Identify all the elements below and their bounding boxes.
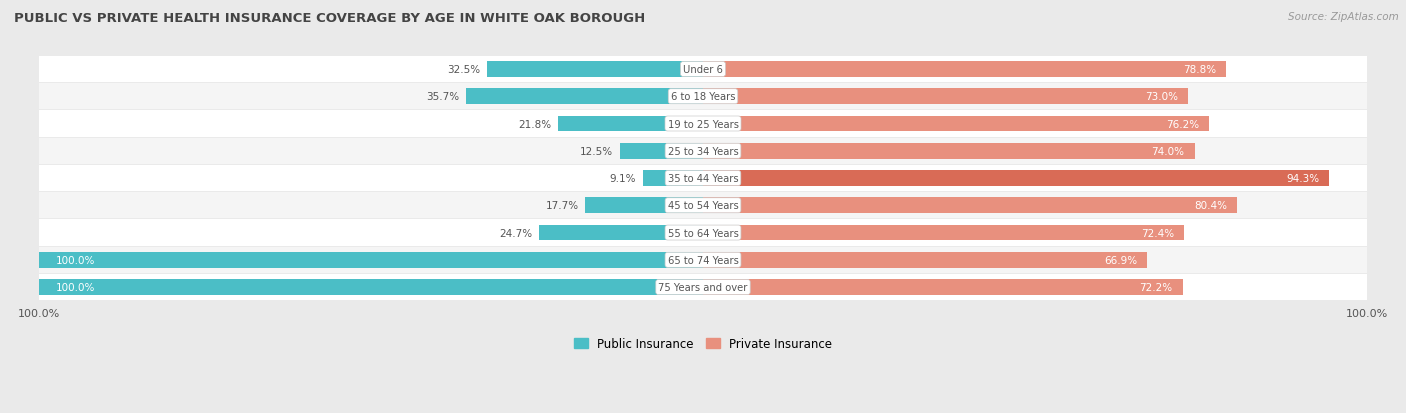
Bar	[39, 220, 1367, 246]
Text: 80.4%: 80.4%	[1194, 201, 1227, 211]
Bar	[620, 143, 703, 159]
Bar	[39, 280, 703, 295]
Bar	[486, 62, 703, 78]
Bar	[39, 247, 1367, 273]
Bar	[703, 143, 1195, 159]
Bar	[703, 198, 1237, 214]
Legend: Public Insurance, Private Insurance: Public Insurance, Private Insurance	[569, 332, 837, 355]
Text: 74.0%: 74.0%	[1152, 147, 1185, 157]
Text: 45 to 54 Years: 45 to 54 Years	[668, 201, 738, 211]
Text: 78.8%: 78.8%	[1184, 65, 1216, 75]
Text: 100.0%: 100.0%	[55, 255, 94, 265]
Text: PUBLIC VS PRIVATE HEALTH INSURANCE COVERAGE BY AGE IN WHITE OAK BOROUGH: PUBLIC VS PRIVATE HEALTH INSURANCE COVER…	[14, 12, 645, 25]
Bar	[538, 225, 703, 241]
Bar	[703, 89, 1188, 105]
Text: 32.5%: 32.5%	[447, 65, 481, 75]
Bar	[703, 225, 1184, 241]
Text: 94.3%: 94.3%	[1286, 173, 1319, 184]
Text: 100.0%: 100.0%	[55, 282, 94, 292]
Text: 17.7%: 17.7%	[546, 201, 579, 211]
Text: 19 to 25 Years: 19 to 25 Years	[668, 119, 738, 129]
Bar	[703, 280, 1182, 295]
Bar	[39, 111, 1367, 137]
Text: 75 Years and over: 75 Years and over	[658, 282, 748, 292]
Bar	[39, 166, 1367, 192]
Bar	[703, 171, 1330, 187]
Bar	[39, 252, 703, 268]
Text: 21.8%: 21.8%	[519, 119, 551, 129]
Text: 55 to 64 Years: 55 to 64 Years	[668, 228, 738, 238]
Bar	[558, 116, 703, 132]
Bar	[703, 252, 1147, 268]
Text: 76.2%: 76.2%	[1166, 119, 1199, 129]
Text: 35 to 44 Years: 35 to 44 Years	[668, 173, 738, 184]
Text: 35.7%: 35.7%	[426, 92, 460, 102]
Text: Source: ZipAtlas.com: Source: ZipAtlas.com	[1288, 12, 1399, 22]
Bar	[585, 198, 703, 214]
Bar	[703, 62, 1226, 78]
Text: 72.4%: 72.4%	[1140, 228, 1174, 238]
Text: 73.0%: 73.0%	[1144, 92, 1178, 102]
Text: 25 to 34 Years: 25 to 34 Years	[668, 147, 738, 157]
Bar	[39, 57, 1367, 83]
Text: Under 6: Under 6	[683, 65, 723, 75]
Bar	[39, 138, 1367, 164]
Text: 65 to 74 Years: 65 to 74 Years	[668, 255, 738, 265]
Bar	[39, 193, 1367, 219]
Text: 24.7%: 24.7%	[499, 228, 533, 238]
Bar	[703, 116, 1209, 132]
Bar	[39, 274, 1367, 300]
Text: 12.5%: 12.5%	[581, 147, 613, 157]
Bar	[643, 171, 703, 187]
Text: 9.1%: 9.1%	[609, 173, 636, 184]
Text: 66.9%: 66.9%	[1104, 255, 1137, 265]
Text: 72.2%: 72.2%	[1139, 282, 1173, 292]
Bar	[39, 84, 1367, 110]
Text: 6 to 18 Years: 6 to 18 Years	[671, 92, 735, 102]
Bar	[465, 89, 703, 105]
